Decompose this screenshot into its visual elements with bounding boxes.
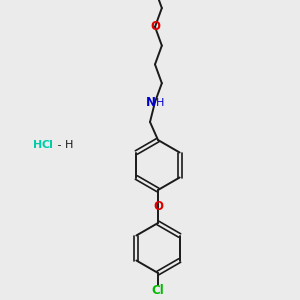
Text: H: H — [156, 98, 164, 108]
Text: Cl: Cl — [152, 284, 164, 296]
Text: - H: - H — [54, 140, 74, 150]
Text: O: O — [153, 200, 163, 213]
Text: H: H — [33, 140, 43, 150]
Text: Cl: Cl — [41, 140, 53, 150]
Text: O: O — [150, 20, 160, 33]
Text: N: N — [146, 95, 156, 109]
